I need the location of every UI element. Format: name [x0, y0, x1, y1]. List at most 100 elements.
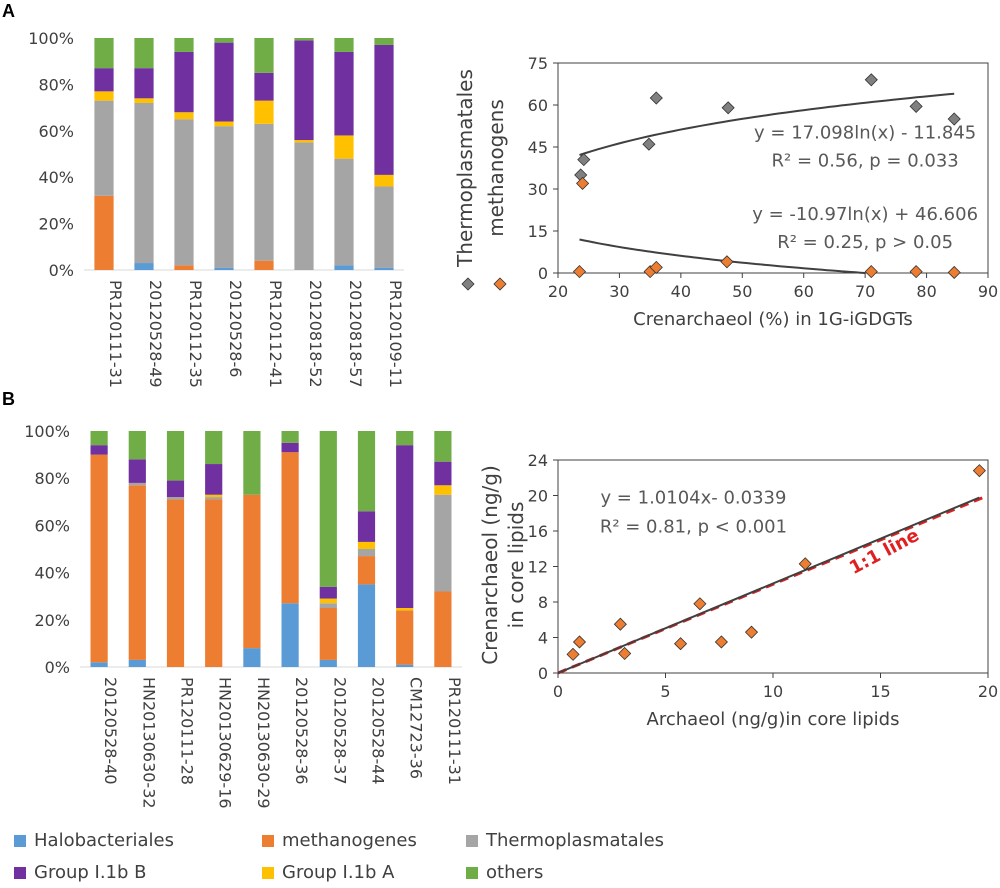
y-tick-label: 40% — [34, 564, 70, 583]
y-tick-label: 0% — [49, 261, 74, 280]
bar-segment-methanogenes — [396, 610, 414, 665]
y-axis-legend-marker-orange — [493, 277, 507, 291]
bar-segment-halobacteriales — [243, 648, 261, 667]
bar-segment-thermoplasmatales — [214, 126, 234, 268]
bar-segment-group-i-1b-b — [90, 445, 108, 455]
bar-segment-others — [254, 38, 274, 73]
bar-segment-group-i-1b-a — [357, 541, 376, 549]
bar-segment-group-i-1b-b — [294, 40, 314, 141]
bar-segment-group-i-1b-b — [374, 44, 394, 175]
legend: Halobacteriales methanogenes Thermoplasm… — [14, 826, 714, 886]
bar-segment-thermoplasmatales — [174, 119, 194, 266]
x-tick-label: PR120111-31 — [445, 677, 464, 785]
legend-label-methanogenes: methanogenes — [282, 830, 417, 851]
regression-annotation-2: y = -10.97ln(x) + 46.606 — [752, 204, 978, 225]
bar-segment-thermoplasmatales — [254, 123, 274, 261]
regression-annotation: R² = 0.81, p < 0.001 — [600, 516, 787, 537]
data-point-methanogens — [576, 176, 590, 190]
bar-segment-others — [166, 431, 185, 481]
x-tick-label: PR120112-35 — [186, 280, 205, 388]
bar-segment-group-i-1b-b — [128, 459, 146, 483]
bar-segment-others — [205, 431, 223, 465]
legend-label-group-i1b-b: Group I.1b B — [34, 862, 147, 883]
bar-segment-thermoplasmatales — [374, 186, 394, 268]
y-tick-label: 15 — [528, 222, 548, 241]
bar-segment-group-i-1b-a — [94, 91, 114, 101]
data-point — [673, 637, 688, 651]
data-point-thermoplasmatales — [864, 73, 878, 87]
bar-segment-halobacteriales — [214, 267, 234, 270]
x-tick-label: 20120528-44 — [369, 677, 388, 785]
x-tick-label: 0 — [553, 682, 563, 701]
x-tick-label: 5 — [660, 682, 670, 701]
bar-segment-others — [128, 431, 146, 460]
trendline-1 — [579, 92, 955, 156]
x-tick-label: 20120818-57 — [346, 280, 365, 388]
bar-segment-others — [214, 38, 234, 43]
bar-segment-methanogenes — [243, 494, 261, 649]
legend-item-thermoplasmatales: Thermoplasmatales — [466, 830, 664, 851]
y-tick-label: 80% — [38, 75, 74, 94]
y-tick-label: 16 — [528, 522, 548, 541]
bar-segment-others — [94, 38, 114, 69]
legend-item-group-i1b-a: Group I.1b A — [262, 862, 394, 883]
y-tick-label: 20% — [34, 611, 70, 630]
y-tick-label: 0% — [45, 658, 70, 677]
bar-segment-thermoplasmatales — [319, 603, 337, 608]
data-point — [613, 617, 627, 631]
regression-annotation-1: y = 17.098ln(x) - 11.845 — [754, 123, 976, 144]
data-point-methanogens — [909, 265, 923, 279]
bar-segment-group-i-1b-b — [174, 51, 194, 113]
bar-segment-group-i-1b-b — [205, 464, 223, 495]
bar-segment-thermoplasmatales — [128, 482, 146, 486]
bar-segment-methanogenes — [281, 452, 299, 604]
bar-segment-group-i-1b-a — [294, 140, 314, 143]
bar-segment-others — [294, 38, 314, 41]
bar-segment-group-i-1b-b — [357, 511, 376, 542]
y-tick-label: 8 — [538, 593, 548, 612]
legend-label-thermoplasmatales: Thermoplasmatales — [486, 830, 665, 851]
y-tick-label: 100% — [24, 422, 70, 441]
data-point — [693, 597, 707, 611]
x-axis-title: Crenarchaeol (%) in 1G-iGDGTs — [633, 309, 913, 330]
bar-segment-halobacteriales — [319, 659, 337, 667]
bar-segment-thermoplasmatales — [294, 142, 314, 270]
bar-segment-methanogenes — [254, 260, 274, 270]
data-point — [572, 635, 587, 649]
bar-segment-group-i-1b-a — [374, 174, 394, 187]
bar-segment-halobacteriales — [334, 265, 354, 270]
x-tick-label: 10 — [763, 682, 783, 701]
data-point-thermoplasmatales — [577, 153, 591, 167]
legend-item-methanogenes: methanogenes — [262, 830, 417, 851]
bar-segment-methanogenes — [319, 608, 337, 660]
bar-segment-group-i-1b-b — [434, 461, 452, 486]
y-axis-title-thermoplasmatales: Thermoplasmatales — [453, 69, 477, 268]
y-tick-label: 60% — [34, 516, 70, 535]
bar-segment-thermoplasmatales — [205, 497, 223, 500]
bar-segment-thermoplasmatales — [357, 549, 376, 557]
bar-segment-halobacteriales — [281, 603, 299, 667]
data-point — [618, 646, 632, 661]
bar-segment-others — [174, 38, 194, 52]
panel-label-b: B — [2, 389, 15, 409]
bar-segment-thermoplasmatales — [434, 494, 452, 592]
chart-b-stacked-bar: 0% 20% 40% 60% 80% 100% 20120528-40 HN20130630-… — [24, 422, 464, 809]
y-tick-label: 100% — [28, 29, 74, 48]
bar-segment-group-i-1b-a — [254, 100, 274, 124]
legend-swatch-methanogenes — [262, 834, 274, 847]
bar-segment-group-i-1b-b — [166, 480, 185, 498]
data-point — [744, 625, 759, 639]
bar-segment-halobacteriales — [128, 659, 146, 667]
bar-segment-others — [134, 38, 154, 69]
bar-segment-methanogenes — [205, 499, 223, 667]
x-tick-label: 70 — [855, 282, 875, 301]
y-tick-label: 30 — [528, 180, 548, 199]
data-point — [972, 464, 986, 478]
y-axis-legend-marker-gray — [461, 277, 475, 291]
x-tick-label: 30 — [609, 282, 629, 301]
legend-label-group-i1b-a: Group I.1b A — [282, 862, 395, 883]
bar-segment-halobacteriales — [134, 263, 154, 270]
bar-segment-group-i-1b-b — [254, 72, 274, 101]
chart-a-stacked-bar: 0% 20% 40% 60% 80% 100% PR120111-31 20120528-49… — [28, 29, 405, 388]
